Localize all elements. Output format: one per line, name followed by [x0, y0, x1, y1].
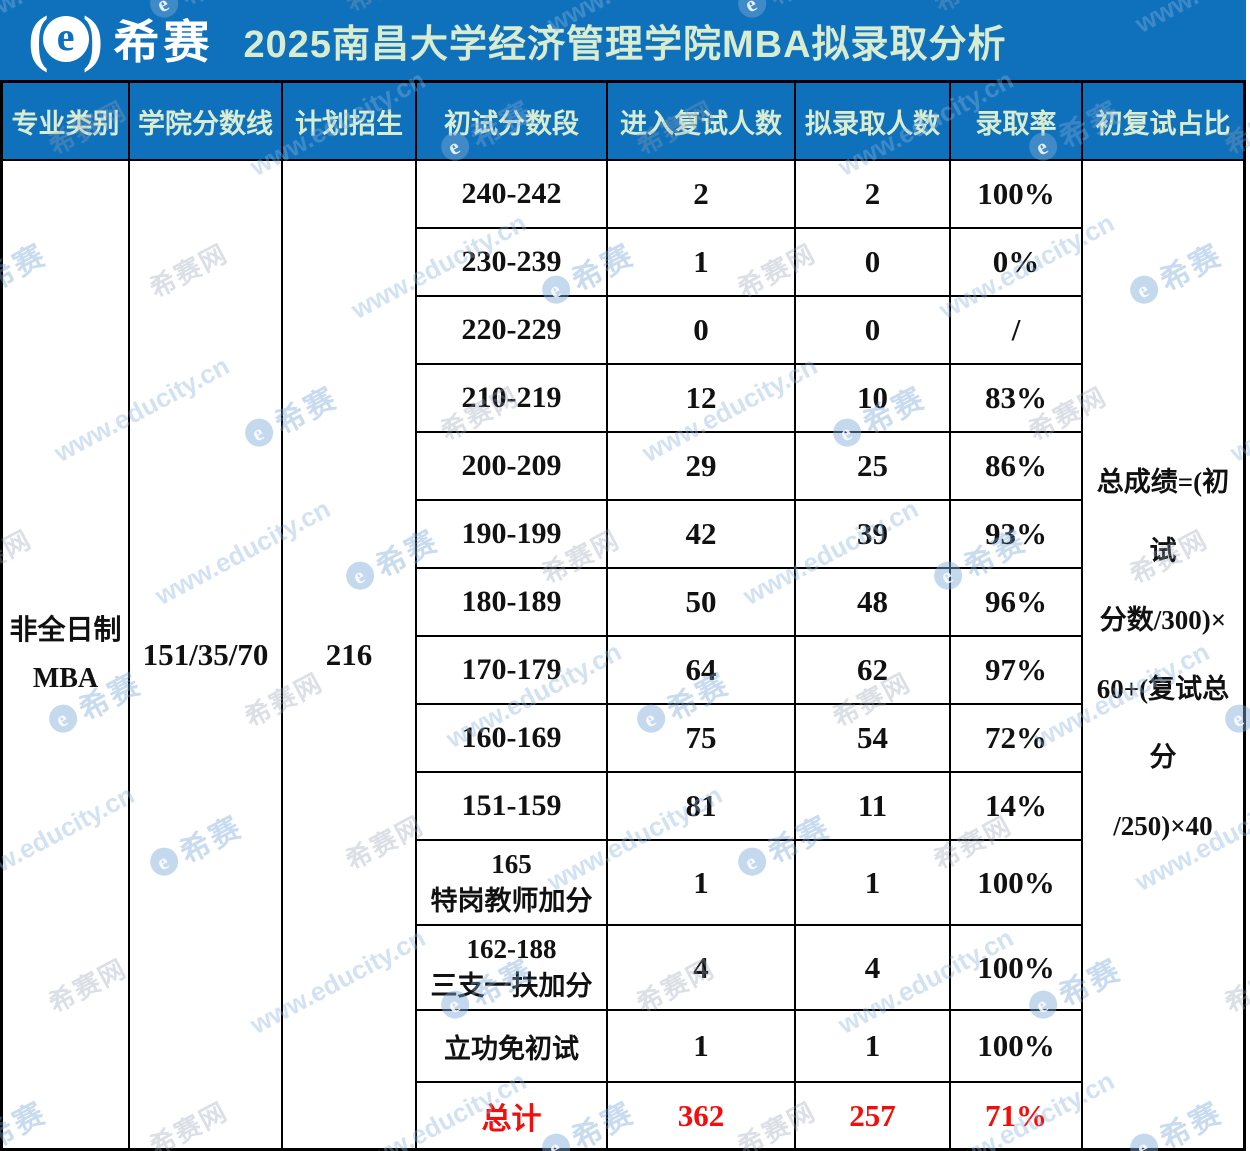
- score-range-cell: 160-169: [417, 705, 606, 771]
- col-header-major: 专业类别: [3, 83, 128, 159]
- logo-e-disc-icon: e: [42, 14, 89, 62]
- score-range-cell: 200-209: [417, 433, 606, 499]
- admit-rate-cell: 96%: [951, 569, 1081, 635]
- admit-rate-cell: 100%: [951, 1011, 1081, 1081]
- retest-count-cell: 1: [608, 229, 794, 295]
- plan-enrollment-cell: 216: [283, 161, 415, 1148]
- retest-count-cell: 4: [608, 926, 794, 1009]
- col-header-range: 初试分数段: [417, 83, 606, 159]
- admit-count-cell: 62: [796, 637, 949, 703]
- admit-count-cell: 0: [796, 229, 949, 295]
- col-header-admit: 拟录取人数: [796, 83, 949, 159]
- col-header-plan: 计划招生: [283, 83, 415, 159]
- admit-rate-cell: 83%: [951, 365, 1081, 431]
- retest-count-cell: 29: [608, 433, 794, 499]
- score-range-cell: 151-159: [417, 773, 606, 839]
- col-header-ratio: 初复试占比: [1083, 83, 1243, 159]
- admit-rate-cell: /: [951, 297, 1081, 363]
- retest-count-cell: 64: [608, 637, 794, 703]
- score-range-cell: 220-229: [417, 297, 606, 363]
- admit-rate-cell: 72%: [951, 705, 1081, 771]
- brand-name: 希赛: [113, 16, 214, 68]
- score-range-cell: 165 特岗教师加分: [417, 841, 606, 924]
- score-range-cell: 180-189: [417, 569, 606, 635]
- score-range-cell: 190-199: [417, 501, 606, 567]
- score-range-cell: 230-239: [417, 229, 606, 295]
- logo-right-paren-icon: ): [82, 5, 104, 73]
- admit-count-cell: 0: [796, 297, 949, 363]
- admit-count-cell: 10: [796, 365, 949, 431]
- col-header-scoreline: 学院分数线: [130, 83, 281, 159]
- major-type-cell: 非全日制 MBA: [3, 161, 128, 1148]
- logo-e-letter: e: [56, 14, 75, 59]
- retest-count-cell: 42: [608, 501, 794, 567]
- admit-count-cell: 11: [796, 773, 949, 839]
- score-range-cell: 立功免初试: [417, 1011, 606, 1081]
- admit-count-cell: 54: [796, 705, 949, 771]
- total-label-cell: 总计: [417, 1083, 606, 1148]
- admit-rate-cell: 100%: [951, 841, 1081, 924]
- page-right-edge: [1246, 0, 1250, 1151]
- retest-count-cell: 1: [608, 1011, 794, 1081]
- admit-count-cell: 4: [796, 926, 949, 1009]
- score-range-cell: 170-179: [417, 637, 606, 703]
- admit-rate-cell: 93%: [951, 501, 1081, 567]
- admit-count-cell: 1: [796, 841, 949, 924]
- score-range-cell: 210-219: [417, 365, 606, 431]
- score-line-cell: 151/35/70: [130, 161, 281, 1148]
- admission-table: 专业类别 学院分数线 计划招生 初试分数段 进入复试人数 拟录取人数 录取率 初…: [0, 80, 1246, 1151]
- total-admit-cell: 257: [796, 1083, 949, 1148]
- admit-count-cell: 48: [796, 569, 949, 635]
- admit-rate-cell: 97%: [951, 637, 1081, 703]
- admit-rate-cell: 14%: [951, 773, 1081, 839]
- admit-count-cell: 39: [796, 501, 949, 567]
- retest-count-cell: 12: [608, 365, 794, 431]
- admit-count-cell: 1: [796, 1011, 949, 1081]
- admit-rate-cell: 100%: [951, 161, 1081, 227]
- col-header-retest: 进入复试人数: [608, 83, 794, 159]
- title-bar: ( e ) 希赛 2025南昌大学经济管理学院MBA拟录取分析: [0, 0, 1250, 80]
- admit-rate-cell: 100%: [951, 926, 1081, 1009]
- score-range-cell: 162-188 三支一扶加分: [417, 926, 606, 1009]
- retest-count-cell: 75: [608, 705, 794, 771]
- retest-count-cell: 50: [608, 569, 794, 635]
- retest-count-cell: 2: [608, 161, 794, 227]
- logo-left-paren-icon: (: [28, 5, 49, 73]
- admit-count-cell: 2: [796, 161, 949, 227]
- score-formula-cell: 总成绩=(初试 分数/300)× 60+(复试总分 /250)×40: [1083, 161, 1243, 1148]
- retest-count-cell: 0: [608, 297, 794, 363]
- page-title: 2025南昌大学经济管理学院MBA拟录取分析: [243, 23, 1007, 66]
- admit-rate-cell: 86%: [951, 433, 1081, 499]
- retest-count-cell: 1: [608, 841, 794, 924]
- total-rate-cell: 71%: [951, 1083, 1081, 1148]
- admit-rate-cell: 0%: [951, 229, 1081, 295]
- admit-count-cell: 25: [796, 433, 949, 499]
- retest-count-cell: 81: [608, 773, 794, 839]
- total-retest-cell: 362: [608, 1083, 794, 1148]
- col-header-rate: 录取率: [951, 83, 1081, 159]
- score-range-cell: 240-242: [417, 161, 606, 227]
- xisai-logo: ( e ) 希赛: [28, 6, 213, 72]
